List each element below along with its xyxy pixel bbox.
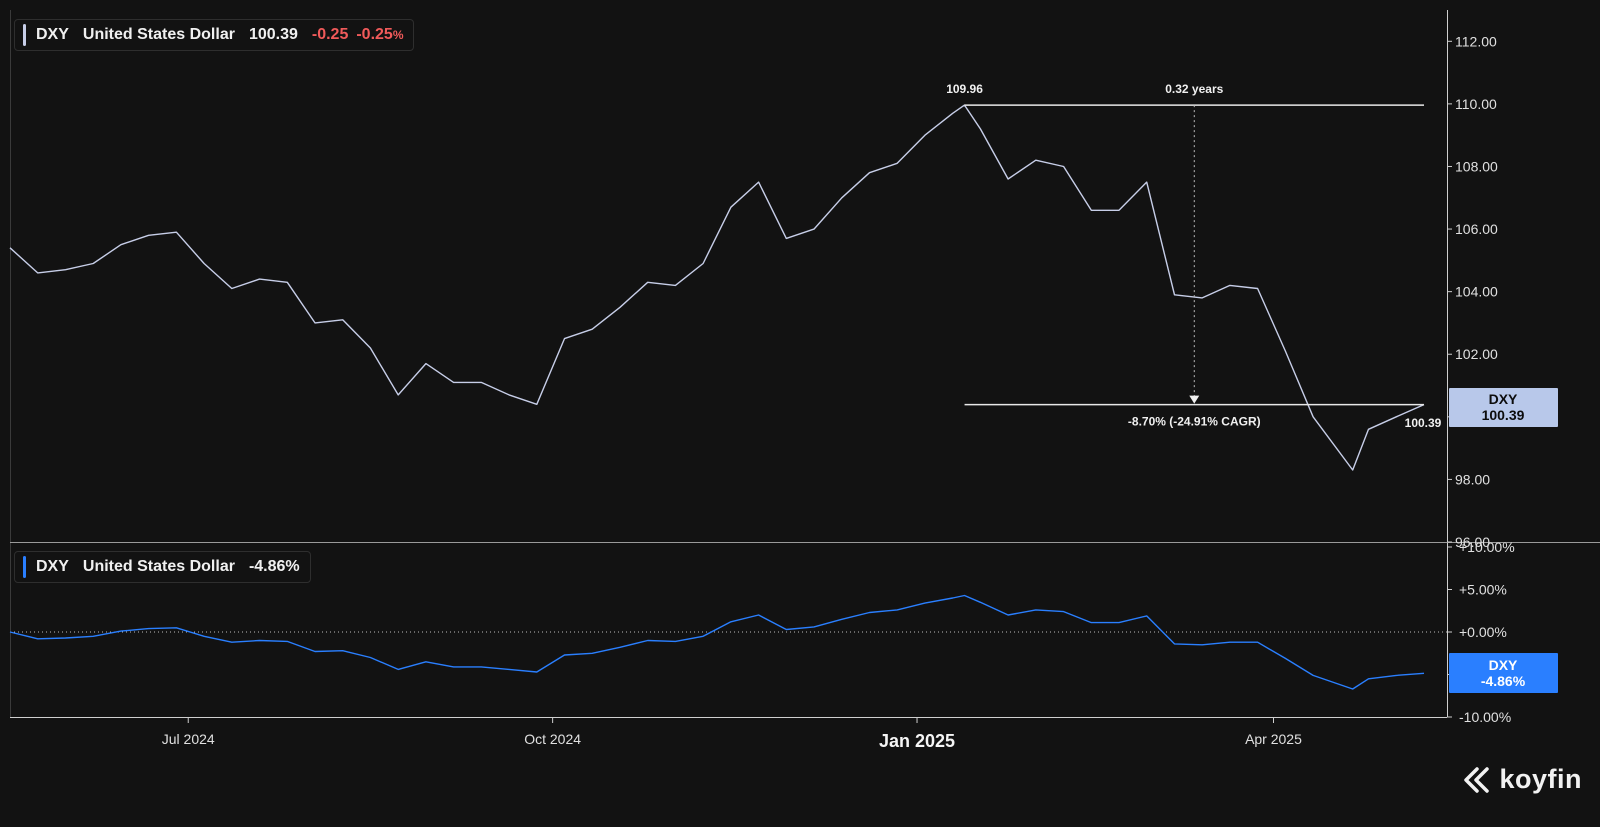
perf-tag-ticker: DXY [1489,657,1518,673]
perf-y-axis: +10.00%+5.00%+0.00%-5.00%-10.00% [1447,539,1515,725]
price-legend[interactable]: DXY United States Dollar 100.39 -0.25 -0… [14,19,415,51]
price-y-tick-label: 106.00 [1455,221,1498,237]
measure-high-label: 109.96 [946,82,983,96]
performance-series-line[interactable] [9,594,1425,690]
price-change: -0.25 [311,26,349,43]
x-tick-label: Oct 2024 [524,731,581,747]
price-y-tick-label: 96.00 [1455,534,1490,550]
price-y-tick-label: 110.00 [1455,96,1497,112]
perf-name: United States Dollar [82,558,235,575]
price-y-tick-label: 104.00 [1455,284,1498,300]
koyfin-logo-text: koyfin [1499,764,1582,794]
price-y-tick-label: 98.00 [1455,471,1490,487]
price-end-label: 100.39 [1405,416,1442,430]
price-tag-value: 100.39 [1482,407,1525,423]
measure-arrow-icon [1189,395,1200,404]
perf-y-tick-label: +10.00% [1459,539,1515,555]
price-series-swatch [23,24,26,46]
x-tick-label: Jul 2024 [162,731,215,747]
price-name: United States Dollar [82,26,235,43]
perf-value-tag: DXY -4.86% [1449,653,1558,693]
price-change-pct: -0.25% [356,26,403,44]
perf-y-tick-label: +5.00% [1459,582,1507,598]
x-tick-label: Apr 2025 [1245,731,1302,747]
measure-duration-label: 0.32 years [1165,82,1223,96]
price-y-tick-label: 102.00 [1455,346,1498,362]
price-y-tick-label: 112.00 [1455,33,1497,49]
price-tag-ticker: DXY [1489,391,1518,407]
price-change-pct-value: -0.25 [356,26,393,43]
koyfin-logo: koyfin [1463,764,1582,795]
perf-legend[interactable]: DXY United States Dollar -4.86% [14,551,311,583]
x-tick-label: Jan 2025 [879,731,955,751]
perf-series-swatch [23,556,26,578]
perf-y-tick-label: -10.00% [1459,709,1511,725]
price-series-line[interactable] [9,104,1425,471]
measure-tool[interactable]: 109.96 0.32 years -8.70% (-24.91% CAGR) [946,82,1424,429]
x-axis: Jul 2024 Oct 2024 Jan 2025 Apr 2025 [162,717,1302,751]
price-last: 100.39 [248,26,298,43]
price-ticker: DXY [36,26,69,43]
measure-change-label: -8.70% (-24.91% CAGR) [1128,415,1261,429]
perf-ticker: DXY [36,558,69,575]
price-change-pct-sign: % [392,28,404,42]
perf-change: -4.86% [248,558,300,575]
perf-y-tick-label: +0.00% [1459,624,1507,640]
price-value-tag: DXY 100.39 [1449,388,1558,427]
koyfin-logo-icon [1464,766,1490,793]
perf-tag-value: -4.86% [1481,673,1526,689]
price-y-axis: 96.0098.00100.00102.00104.00106.00108.00… [1447,33,1498,550]
price-y-tick-label: 108.00 [1455,158,1498,174]
